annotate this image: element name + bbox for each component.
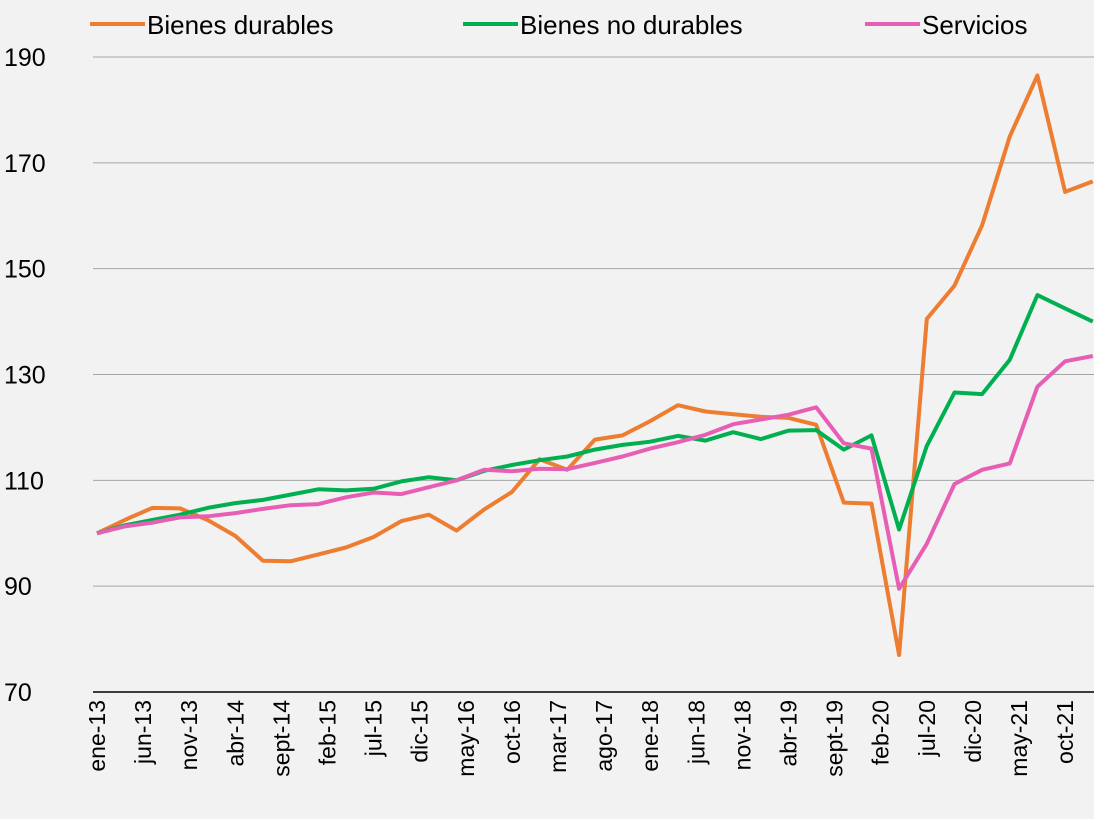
x-tick-label: nov-18	[729, 700, 755, 770]
lines	[96, 73, 1094, 657]
x-tick-label: abr-19	[776, 700, 802, 766]
x-tick-label: jul-20	[914, 700, 940, 757]
x-tick-label: may-21	[1006, 700, 1032, 777]
x-tick-label: oct-21	[1052, 700, 1078, 764]
x-tick-label: dic-15	[407, 700, 433, 763]
y-tick-label: 170	[4, 150, 46, 178]
x-tick-label: ene-13	[84, 700, 110, 772]
x-tick-label: jun-13	[130, 700, 156, 765]
legend-label: Servicios	[922, 10, 1027, 40]
y-tick-label: 90	[4, 573, 32, 601]
series-line	[96, 73, 1094, 657]
x-tick-label: may-16	[453, 700, 479, 777]
labels: 70 90 110 130 150 170 190 ene-13 jun-13 nov-13 abr…	[4, 10, 1078, 777]
x-tick-label: oct-16	[499, 700, 525, 764]
x-tick-label: dic-20	[960, 700, 986, 763]
series-line	[96, 354, 1094, 591]
legend-label: Bienes no durables	[520, 10, 743, 40]
x-tick-label: feb-20	[868, 700, 894, 765]
x-tick-label: nov-13	[176, 700, 202, 770]
x-tick-label: feb-15	[315, 700, 341, 765]
x-tick-label: jul-15	[361, 700, 387, 757]
grid	[93, 56, 1094, 693]
x-tick-label: sept-14	[268, 700, 294, 777]
x-tick-label: mar-17	[545, 700, 571, 773]
x-tick-label: abr-14	[222, 700, 248, 767]
y-tick-label: 130	[4, 362, 46, 390]
y-tick-label: 190	[4, 44, 46, 72]
series-line	[96, 293, 1094, 536]
x-tick-label: jun-18	[683, 700, 709, 765]
y-tick-label: 110	[4, 467, 44, 495]
y-tick-label: 150	[4, 256, 46, 284]
y-tick-label: 70	[4, 679, 32, 707]
x-tick-label: ene-18	[637, 700, 663, 772]
x-tick-label: sept-19	[822, 700, 848, 777]
x-tick-label: ago-17	[591, 700, 617, 772]
legend-label: Bienes durables	[147, 10, 333, 40]
